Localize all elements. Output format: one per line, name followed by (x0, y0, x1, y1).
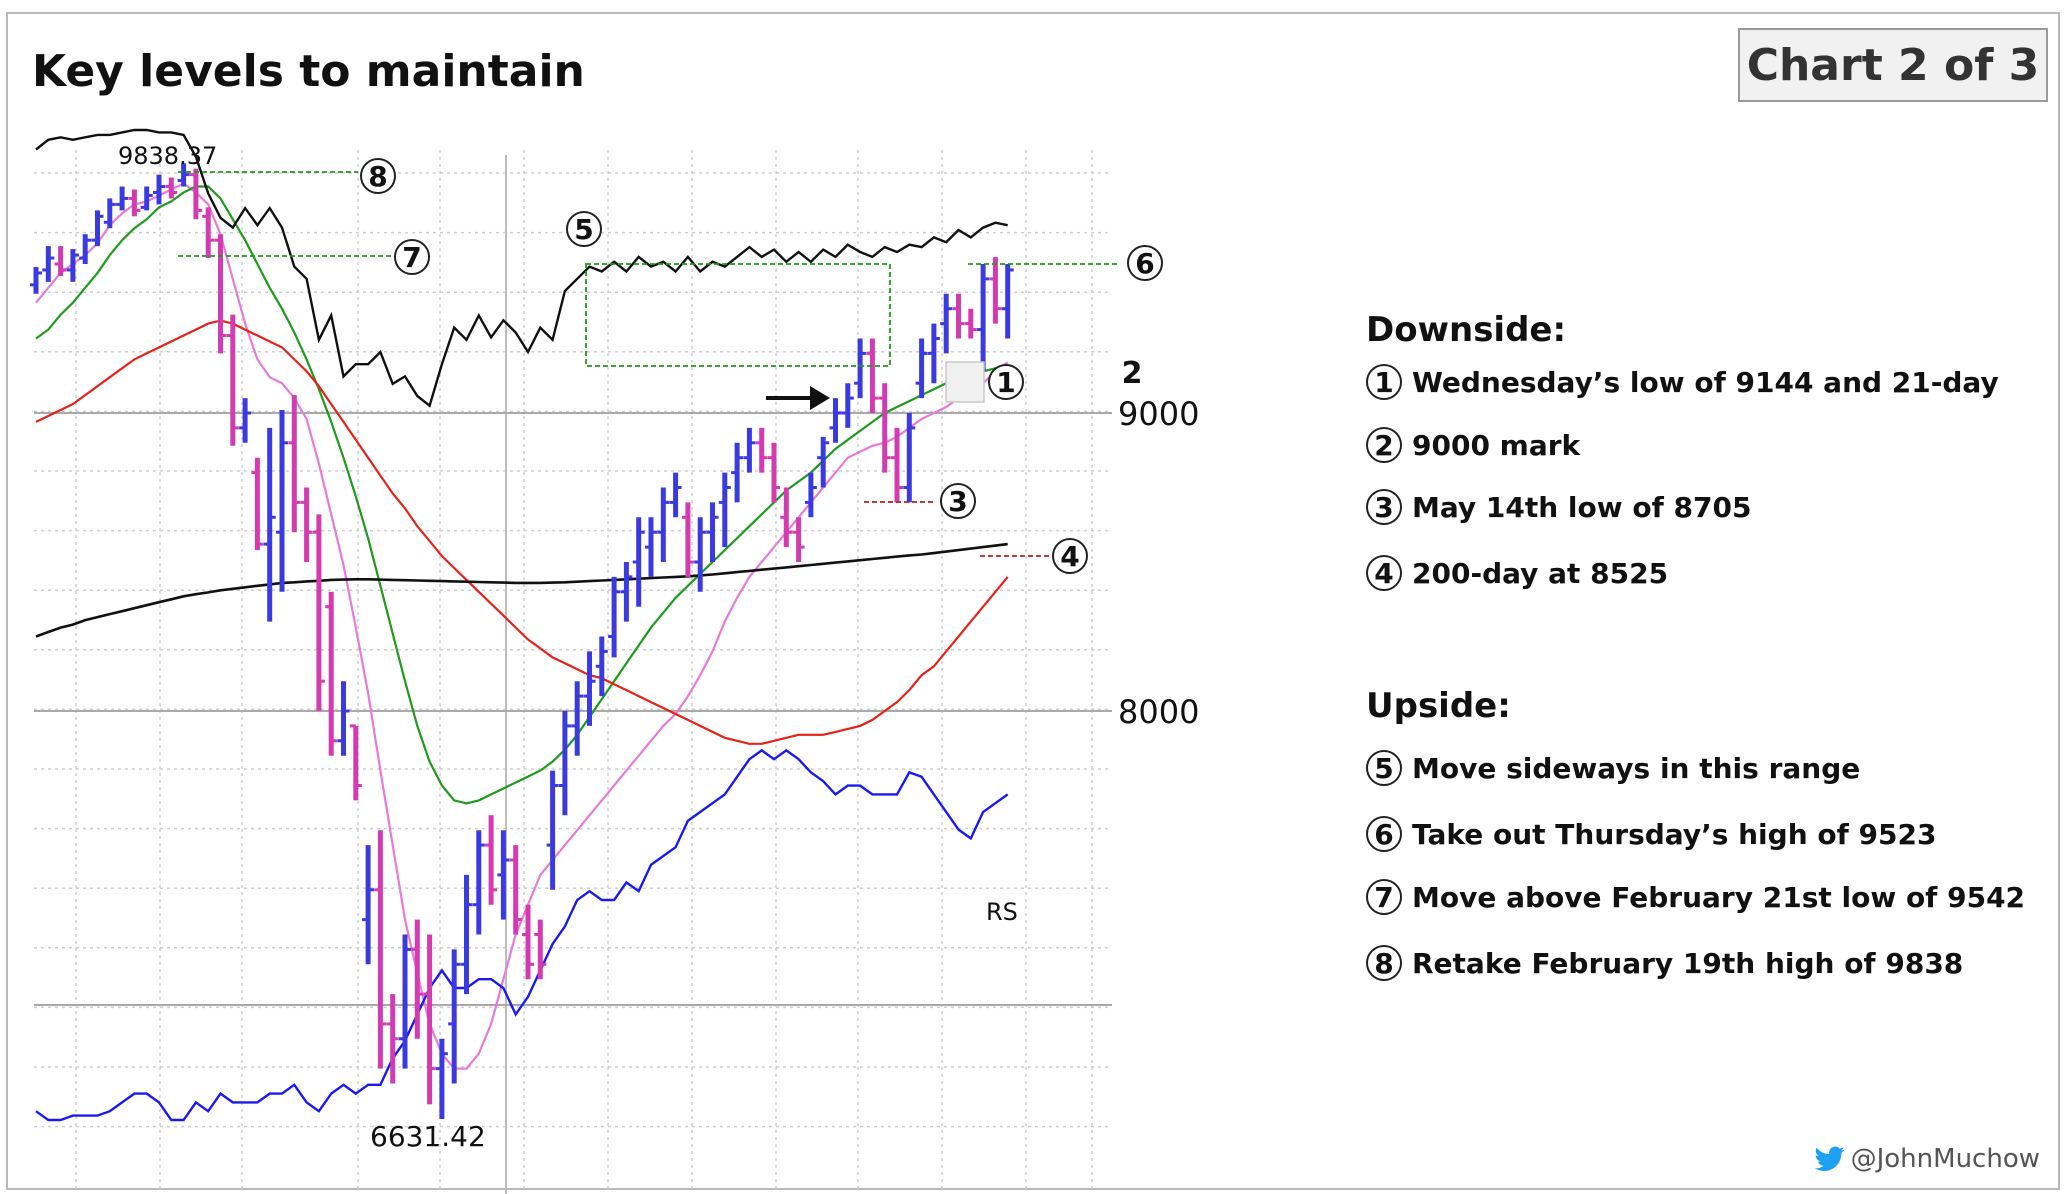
chart-frame (6, 12, 2060, 1190)
twitter-handle: @JohnMuchow (1850, 1144, 2040, 1174)
upside-heading: Upside: (1366, 686, 1511, 726)
level-number-badge: 4 (1366, 555, 1402, 591)
downside-item: 2 9000 mark (1366, 425, 1580, 465)
level-description: Move sideways in this range (1412, 751, 1861, 785)
level-description: Take out Thursday’s high of 9523 (1412, 817, 1937, 851)
chart-marker-circle (940, 483, 976, 519)
downside-item: 3 May 14th low of 8705 (1366, 487, 1751, 527)
downside-heading: Downside: (1366, 310, 1567, 350)
rs-line (35, 748, 1009, 1122)
level-number-badge: 7 (1366, 879, 1402, 915)
chart-marker-circle (1127, 245, 1163, 281)
chart-marker-circle (566, 211, 602, 247)
arrow-head-icon (810, 386, 830, 410)
twitter-bird-icon (1814, 1146, 1845, 1171)
level-description: Retake February 19th high of 9838 (1412, 946, 1964, 980)
chart-counter-badge: Chart 2 of 3 (1738, 28, 2048, 102)
ma-line-red (35, 319, 1009, 745)
chart-marker-7: 7 (402, 241, 421, 274)
price-axis-label: 8000 (1118, 693, 1199, 731)
chart-marker-5: 5 (574, 213, 593, 246)
downside-item: 1 Wednesday’s low of 9144 and 21-day (1366, 362, 1999, 402)
chart-marker-1: 1 (996, 366, 1015, 399)
chart-marker-circle (1052, 538, 1088, 574)
chart-title: Key levels to maintain (32, 46, 585, 97)
level-description: 9000 mark (1412, 428, 1581, 462)
level-description: Move above February 21st low of 9542 (1412, 880, 2026, 914)
chart-marker-4: 4 (1060, 540, 1079, 573)
level-number-badge: 2 (1366, 427, 1402, 463)
twitter-credit[interactable]: @JohnMuchow (1814, 1144, 2040, 1174)
level-number-badge: 8 (1366, 945, 1402, 981)
upper-indicator-line (35, 128, 1008, 408)
downside-item: 4 200-day at 8525 (1366, 553, 1668, 593)
chart-marker-6: 6 (1135, 247, 1154, 280)
range-box-5 (585, 263, 891, 367)
rs-label: RS (986, 898, 1018, 926)
chart-marker-3: 3 (948, 485, 967, 518)
highlight-box-1 (945, 361, 985, 403)
level-number-badge: 6 (1366, 816, 1402, 852)
level-description: 200-day at 8525 (1412, 556, 1669, 590)
upside-item: 8 Retake February 19th high of 9838 (1366, 943, 1963, 983)
level-number-badge: 5 (1366, 750, 1402, 786)
upside-item: 7 Move above February 21st low of 9542 (1366, 877, 2025, 917)
chart-marker-circle (394, 239, 430, 275)
ma-line-200day (35, 542, 1008, 638)
ma-line-pink (35, 182, 1009, 1070)
level-number-badge: 3 (1366, 489, 1402, 525)
level-number-badge: 1 (1366, 364, 1402, 400)
level-description: Wednesday’s low of 9144 and 21-day (1412, 365, 1999, 399)
price-axis-label: 9000 (1118, 395, 1199, 433)
high-value-label: 9838.37 (118, 142, 217, 170)
upside-item: 6 Take out Thursday’s high of 9523 (1366, 814, 1936, 854)
chart-marker-2: 2 (1122, 356, 1143, 391)
level-description: May 14th low of 8705 (1412, 490, 1752, 524)
chart-marker-circle (360, 158, 396, 194)
low-value-label: 6631.42 (370, 1120, 486, 1153)
chart-marker-8: 8 (368, 160, 387, 193)
chart-marker-circle (988, 364, 1024, 400)
upside-item: 5 Move sideways in this range (1366, 748, 1860, 788)
